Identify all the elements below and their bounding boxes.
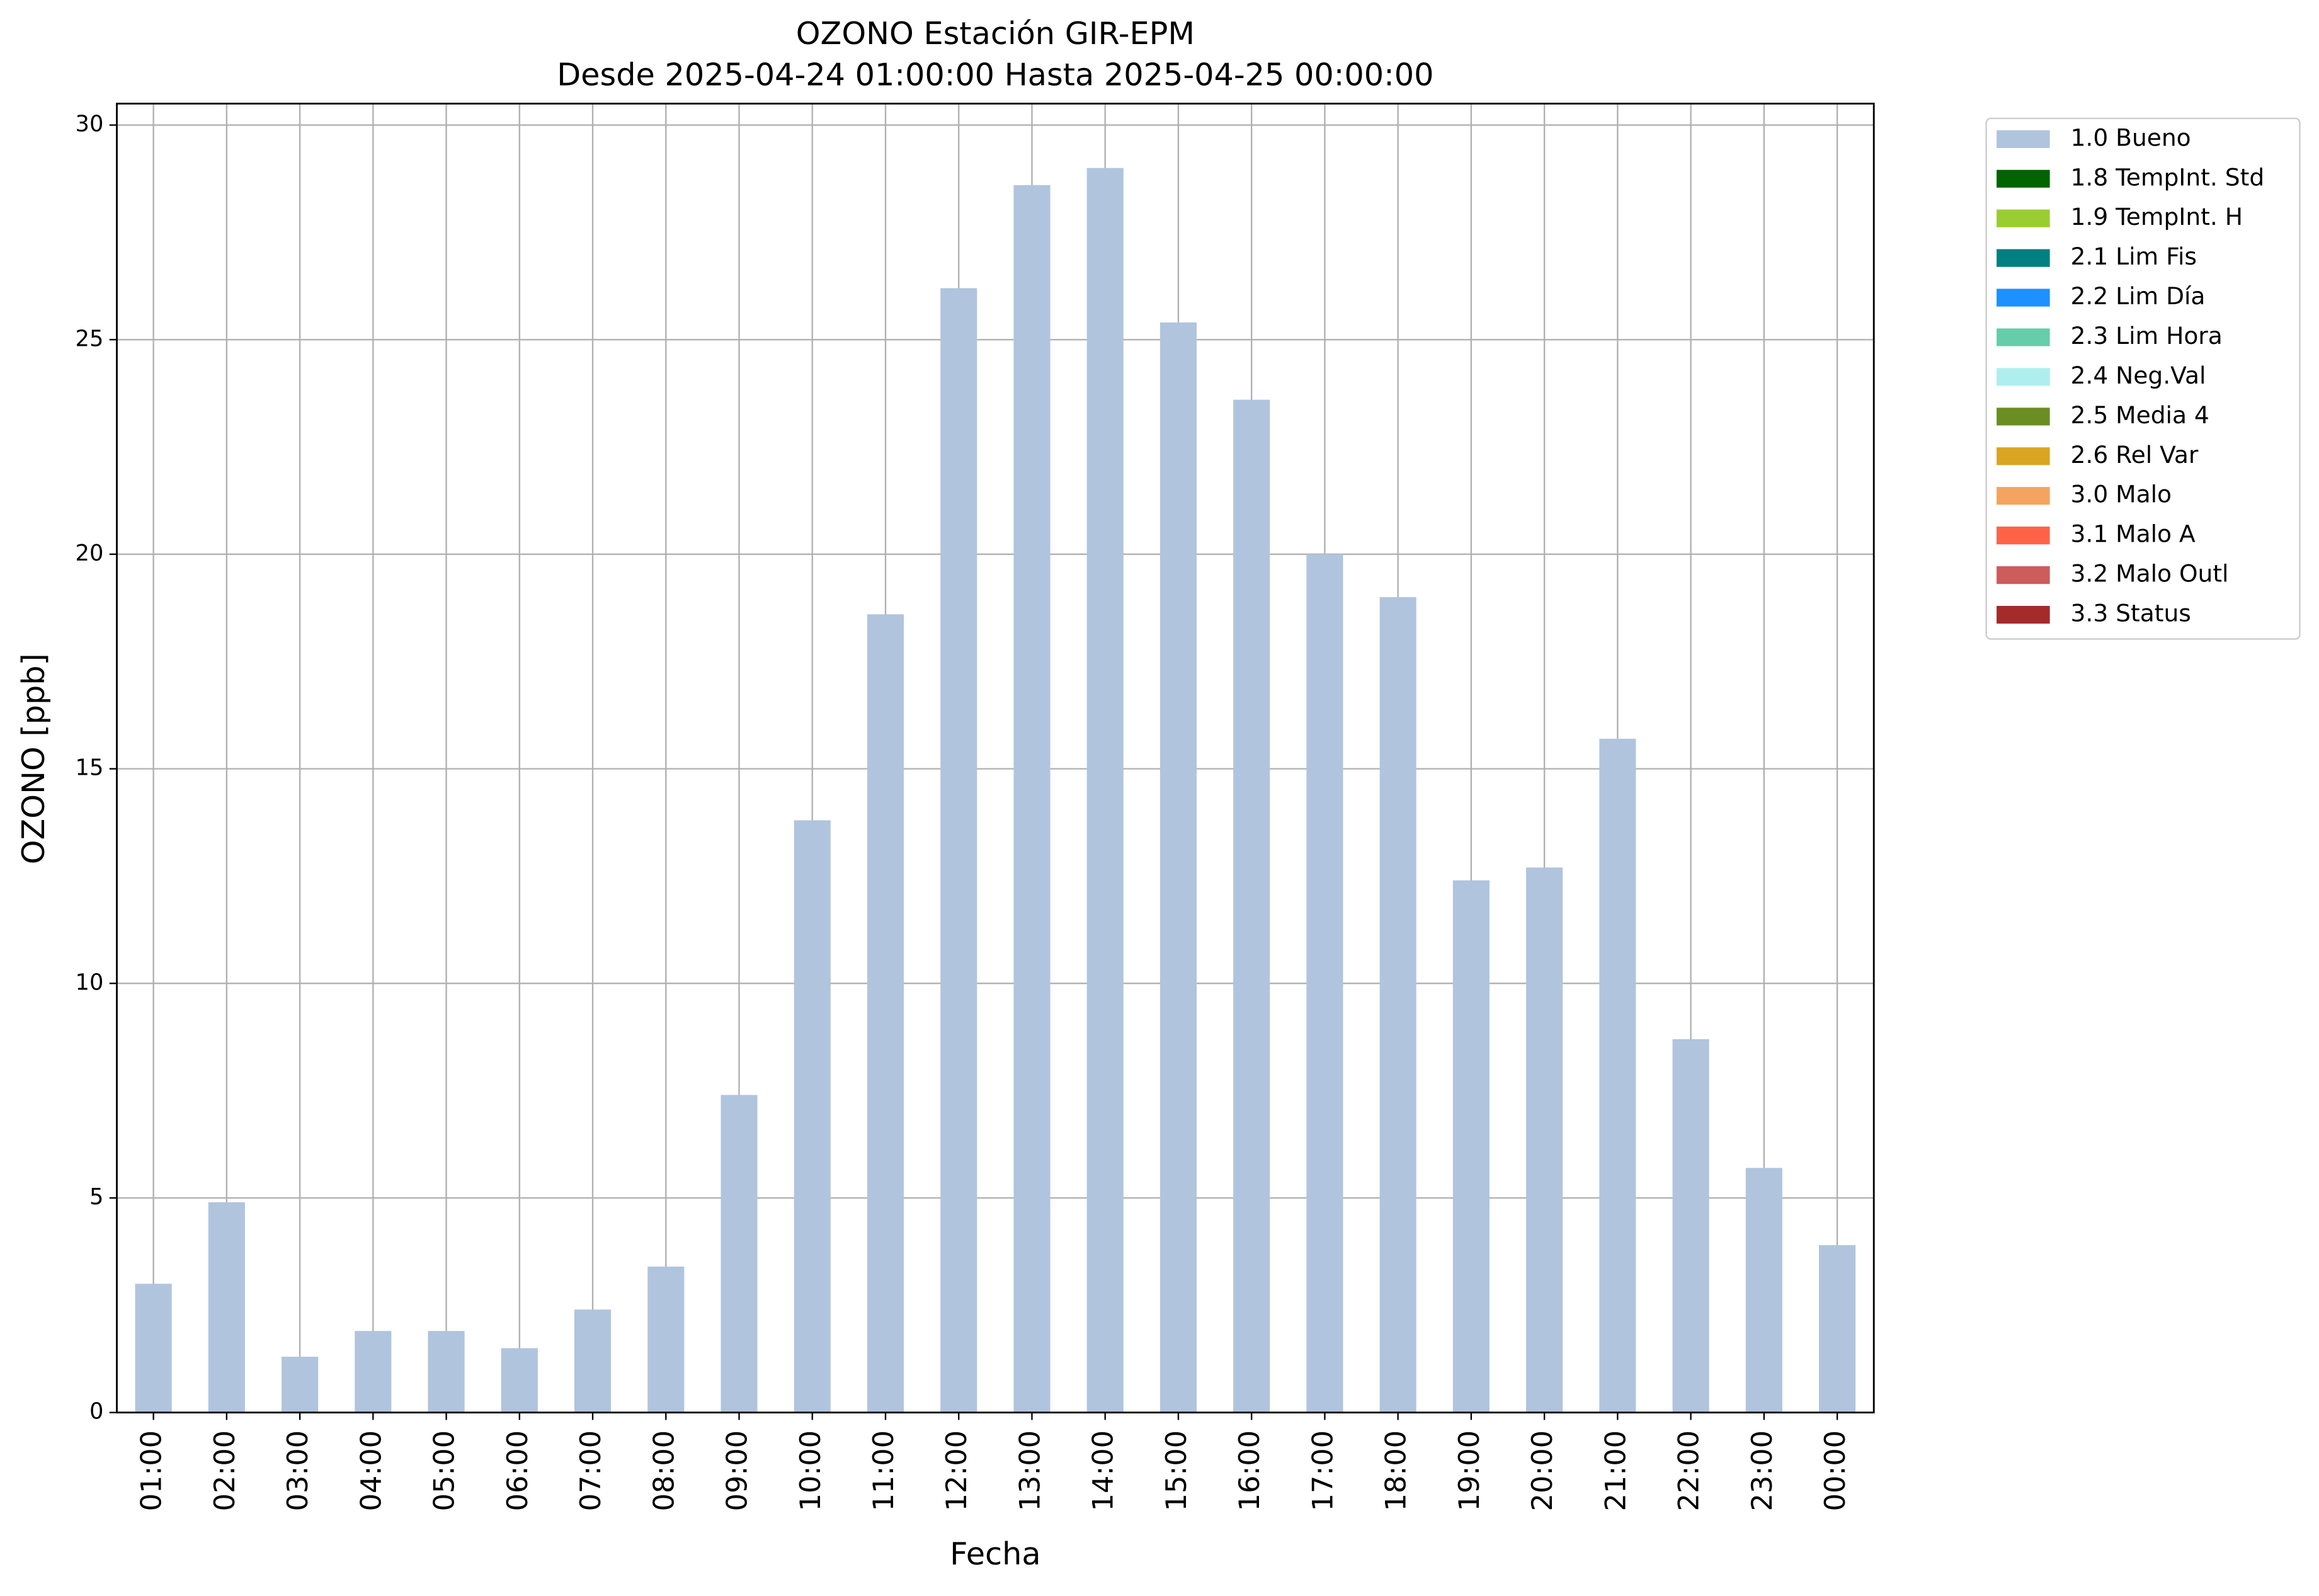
legend-swatch bbox=[1997, 487, 2050, 505]
legend-label: 1.0 Bueno bbox=[2071, 123, 2191, 151]
legend-swatch bbox=[1997, 249, 2050, 267]
legend-label: 2.1 Lim Fis bbox=[2071, 242, 2197, 270]
bar bbox=[647, 1267, 685, 1413]
x-tick-label: 02:00 bbox=[208, 1430, 241, 1512]
x-tick-label: 01:00 bbox=[135, 1430, 168, 1512]
legend-box bbox=[1985, 117, 2301, 640]
x-tick-label: 15:00 bbox=[1160, 1430, 1193, 1512]
legend-swatch bbox=[1997, 527, 2050, 545]
y-tick-label: 30 bbox=[76, 111, 104, 137]
bar bbox=[1452, 880, 1490, 1413]
legend-label: 1.9 TempInt. H bbox=[2071, 203, 2243, 231]
bar bbox=[135, 1284, 172, 1413]
bar bbox=[501, 1348, 538, 1413]
x-tick-label: 04:00 bbox=[355, 1430, 387, 1512]
bar bbox=[428, 1331, 465, 1413]
bar bbox=[282, 1357, 319, 1413]
legend-label: 1.8 TempInt. Std bbox=[2071, 163, 2265, 191]
y-tick-label: 25 bbox=[76, 326, 104, 351]
bar bbox=[1013, 185, 1051, 1413]
y-axis-label: OZONO [ppb] bbox=[15, 653, 52, 864]
legend-swatch bbox=[1997, 368, 2050, 386]
x-tick-label: 03:00 bbox=[282, 1430, 314, 1512]
x-tick-label: 20:00 bbox=[1526, 1430, 1559, 1512]
legend-swatch bbox=[1997, 288, 2050, 307]
bar bbox=[1526, 867, 1563, 1413]
bar bbox=[1306, 554, 1343, 1413]
legend-label: 3.3 Status bbox=[2071, 600, 2191, 627]
y-tick-label: 15 bbox=[76, 755, 104, 781]
x-tick-label: 13:00 bbox=[1013, 1430, 1046, 1512]
legend: 1.0 Bueno 1.8 TempInt. Std 1.9 TempInt. H 2… bbox=[1985, 117, 2301, 640]
y-tick-label: 0 bbox=[89, 1399, 103, 1425]
x-tick-label: 10:00 bbox=[794, 1430, 827, 1512]
legend-swatch bbox=[1997, 130, 2050, 148]
legend-label: 2.2 Lim Día bbox=[2071, 282, 2206, 310]
bar bbox=[1745, 1168, 1782, 1413]
legend-label: 2.6 Rel Var bbox=[2071, 441, 2199, 469]
x-tick-label: 19:00 bbox=[1453, 1430, 1486, 1512]
bar bbox=[1599, 738, 1636, 1413]
y-tick-label: 5 bbox=[89, 1184, 103, 1210]
x-tick-label: 16:00 bbox=[1233, 1430, 1266, 1512]
x-tick-label: 06:00 bbox=[501, 1430, 534, 1512]
y-tick-label: 20 bbox=[76, 540, 104, 566]
legend-swatch bbox=[1997, 605, 2050, 624]
bar bbox=[721, 1095, 758, 1413]
bars bbox=[135, 168, 1856, 1413]
bar bbox=[1672, 1039, 1709, 1413]
bar bbox=[574, 1309, 612, 1413]
chart-title: OZONO Estación GIR-EPM bbox=[796, 15, 1195, 52]
plot-frame bbox=[116, 103, 1875, 1414]
legend-label: 2.5 Media 4 bbox=[2071, 401, 2209, 429]
x-tick-label: 14:00 bbox=[1087, 1430, 1120, 1512]
bar bbox=[794, 820, 831, 1413]
legend-swatch bbox=[1997, 408, 2050, 426]
legend-swatch bbox=[1997, 328, 2050, 346]
legend-swatch bbox=[1997, 209, 2050, 227]
x-tick-label: 05:00 bbox=[428, 1430, 461, 1512]
x-tick-label: 21:00 bbox=[1599, 1430, 1632, 1512]
bar bbox=[867, 614, 904, 1413]
bar bbox=[1379, 597, 1416, 1413]
y-tick-label: 10 bbox=[76, 969, 104, 995]
bar bbox=[1160, 322, 1197, 1413]
chart-subtitle: Desde 2025-04-24 01:00:00 Hasta 2025-04-… bbox=[557, 57, 1433, 93]
legend-label: 3.2 Malo Outl bbox=[2071, 560, 2229, 588]
bar bbox=[208, 1202, 245, 1413]
bar bbox=[1233, 399, 1270, 1413]
x-axis-label: Fecha bbox=[950, 1536, 1041, 1572]
bar bbox=[1086, 168, 1124, 1413]
x-tick-label: 17:00 bbox=[1306, 1430, 1339, 1512]
legend-label: 2.4 Neg.Val bbox=[2071, 362, 2206, 389]
legend-swatch bbox=[1997, 447, 2050, 465]
legend-swatch bbox=[1997, 566, 2050, 584]
bar bbox=[355, 1331, 392, 1413]
bar bbox=[1819, 1245, 1856, 1413]
x-tick-label: 11:00 bbox=[867, 1430, 900, 1512]
legend-swatch bbox=[1997, 169, 2050, 188]
bar bbox=[940, 288, 977, 1413]
x-tick-label: 23:00 bbox=[1746, 1430, 1779, 1512]
x-tick-label: 00:00 bbox=[1819, 1430, 1852, 1512]
legend-label: 3.0 Malo bbox=[2071, 481, 2172, 508]
x-tick-label: 12:00 bbox=[940, 1430, 973, 1512]
x-tick-label: 08:00 bbox=[647, 1430, 680, 1512]
x-tick-label: 09:00 bbox=[721, 1430, 754, 1512]
legend-label: 3.1 Malo A bbox=[2071, 520, 2196, 548]
x-tick-label: 18:00 bbox=[1380, 1430, 1413, 1512]
x-tick-label: 22:00 bbox=[1673, 1430, 1706, 1512]
x-tick-label: 07:00 bbox=[574, 1430, 607, 1512]
legend-label: 2.3 Lim Hora bbox=[2071, 322, 2223, 350]
